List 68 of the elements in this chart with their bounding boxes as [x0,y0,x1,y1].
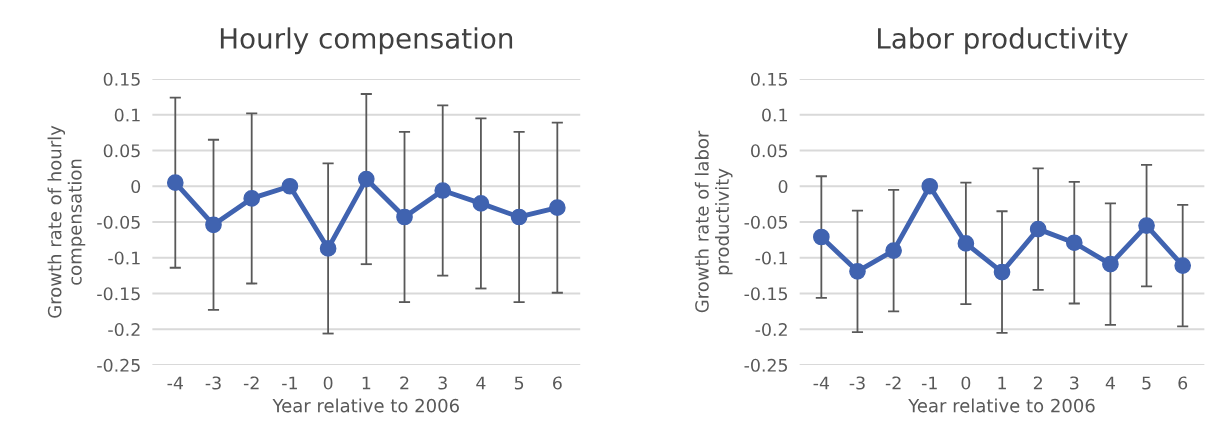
point [243,190,261,207]
x-tick-label: 4 [476,376,486,390]
y-tick-label: -0.25 [744,358,788,372]
point [166,174,184,191]
x-axis-title: Year relative to 2006 [272,398,459,413]
x-tick-label: -2 [243,376,259,390]
point [396,208,413,226]
x-tick-label: 1 [362,376,371,390]
x-tick-label: -2 [885,376,901,390]
point [885,242,902,259]
y-tick-label: 0.15 [751,72,788,86]
point [1029,220,1047,238]
point [357,170,375,188]
x-tick-label: 2 [1033,376,1042,390]
y-tick-label: -0.25 [97,358,140,372]
point [472,195,490,212]
x-tick-label: -1 [921,376,937,390]
x-tick-label: 6 [1178,376,1188,390]
chart-title: Hourly compensation [220,27,513,55]
x-tick-label: -3 [205,376,221,390]
y-tick-label: -0.1 [108,251,140,265]
point [1102,255,1119,273]
y-tick-label: 0 [778,179,788,194]
x-tick-label: -3 [849,376,865,390]
y-tick-label: 0.05 [103,144,140,158]
point [434,182,452,199]
y-tick-label: 0.05 [751,144,788,158]
x-tick-label: 5 [1142,376,1151,390]
y-tick-label: -0.2 [755,322,787,337]
y-tick-label: 0.1 [762,108,787,122]
y-tick-label: -0.15 [97,287,140,301]
y-tick-label: -0.1 [755,251,787,265]
chart-title: Labor productivity [878,27,1128,55]
x-tick-label: -1 [282,376,297,390]
y-tick-label: -0.05 [97,215,140,229]
point [548,199,566,217]
x-tick-label: 0 [323,376,333,390]
x-tick-label: 5 [514,376,524,390]
y-axis-title: Growth rate of labor productivity [694,130,733,313]
point [1174,257,1192,274]
point [1065,234,1083,252]
y-tick-label: -0.15 [744,287,788,301]
y-tick-label: 0.1 [114,108,140,122]
point [205,216,222,234]
point [813,228,830,246]
x-tick-label: 6 [553,376,562,390]
point [319,240,337,257]
y-tick-label: -0.05 [744,215,788,229]
point [957,235,975,252]
x-tick-label: 3 [1070,376,1079,390]
y-tick-label: 0 [131,179,141,194]
point [510,208,528,226]
y-axis-title: Growth rate of hourly compensation [47,125,86,318]
point [281,177,299,195]
x-axis-title: Year relative to 2006 [908,398,1095,413]
x-tick-label: -4 [167,376,183,390]
x-tick-label: -4 [813,376,830,390]
x-tick-label: 3 [438,376,447,390]
y-tick-label: -0.2 [108,322,140,337]
x-tick-label: 2 [400,376,409,390]
point [921,177,939,195]
x-tick-label: 1 [998,376,1006,390]
x-tick-label: 0 [961,376,971,390]
x-tick-label: 4 [1105,376,1115,390]
point [849,262,866,280]
y-tick-label: 0.15 [103,72,140,86]
point [993,263,1011,281]
point [1138,217,1155,234]
